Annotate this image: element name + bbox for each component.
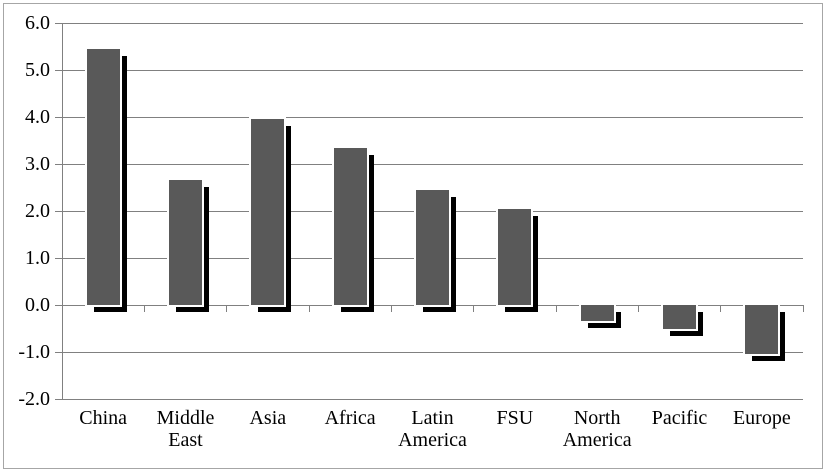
x-axis-tick xyxy=(61,305,63,312)
x-axis-tick xyxy=(555,305,557,312)
x-axis-label: Latin America xyxy=(398,407,467,451)
x-axis-tick xyxy=(143,305,145,312)
y-axis-tick xyxy=(55,257,62,259)
x-axis-label: Pacific xyxy=(651,407,708,429)
y-axis-tick xyxy=(55,163,62,165)
x-axis-label: Europe xyxy=(732,407,791,429)
bar-latin-america xyxy=(416,189,449,305)
bar-europe xyxy=(745,305,779,355)
x-axis-tick xyxy=(390,305,392,312)
gridline xyxy=(62,163,803,165)
bar-china xyxy=(86,48,120,305)
x-axis-tick xyxy=(226,305,228,312)
y-axis-label: 5.0 xyxy=(25,59,50,81)
gridline xyxy=(62,116,803,118)
bar-pacific xyxy=(663,305,696,329)
bar-middle-east xyxy=(169,180,202,305)
y-axis-tick xyxy=(55,351,62,353)
x-axis-tick xyxy=(637,305,639,312)
bar-fsu xyxy=(498,208,532,305)
y-axis-label: 1.0 xyxy=(25,247,50,269)
x-axis-tick xyxy=(308,305,310,312)
bar-africa xyxy=(333,147,367,305)
y-axis-line xyxy=(61,23,63,399)
gridline xyxy=(62,22,803,24)
gridline xyxy=(62,398,803,400)
gridline xyxy=(62,351,803,353)
bar-north-america xyxy=(580,305,614,322)
y-axis-label: 4.0 xyxy=(25,106,50,128)
y-axis-label: -1.0 xyxy=(18,341,50,363)
y-axis-label: 6.0 xyxy=(25,12,50,34)
y-axis-label: 3.0 xyxy=(25,153,50,175)
x-axis-label: North America xyxy=(562,407,632,451)
x-axis-tick xyxy=(802,305,804,312)
y-axis-tick xyxy=(55,22,62,24)
y-axis-tick xyxy=(55,304,62,306)
chart-frame xyxy=(3,3,823,469)
y-axis-tick xyxy=(55,69,62,71)
x-axis-label: Asia xyxy=(249,407,287,429)
y-axis-label: 0.0 xyxy=(25,294,50,316)
y-axis-tick xyxy=(55,398,62,400)
y-axis-label: 2.0 xyxy=(25,200,50,222)
x-axis-tick xyxy=(473,305,475,312)
x-axis-label: Africa xyxy=(324,407,376,429)
x-axis-label: China xyxy=(79,407,128,429)
y-axis-tick xyxy=(55,116,62,118)
y-axis-label: -2.0 xyxy=(18,388,50,410)
y-axis-tick xyxy=(55,210,62,212)
bar-asia xyxy=(251,119,285,305)
x-axis-label: FSU xyxy=(496,407,534,429)
gridline xyxy=(62,69,803,71)
x-axis-tick xyxy=(720,305,722,312)
x-axis-label: Middle East xyxy=(156,407,215,451)
